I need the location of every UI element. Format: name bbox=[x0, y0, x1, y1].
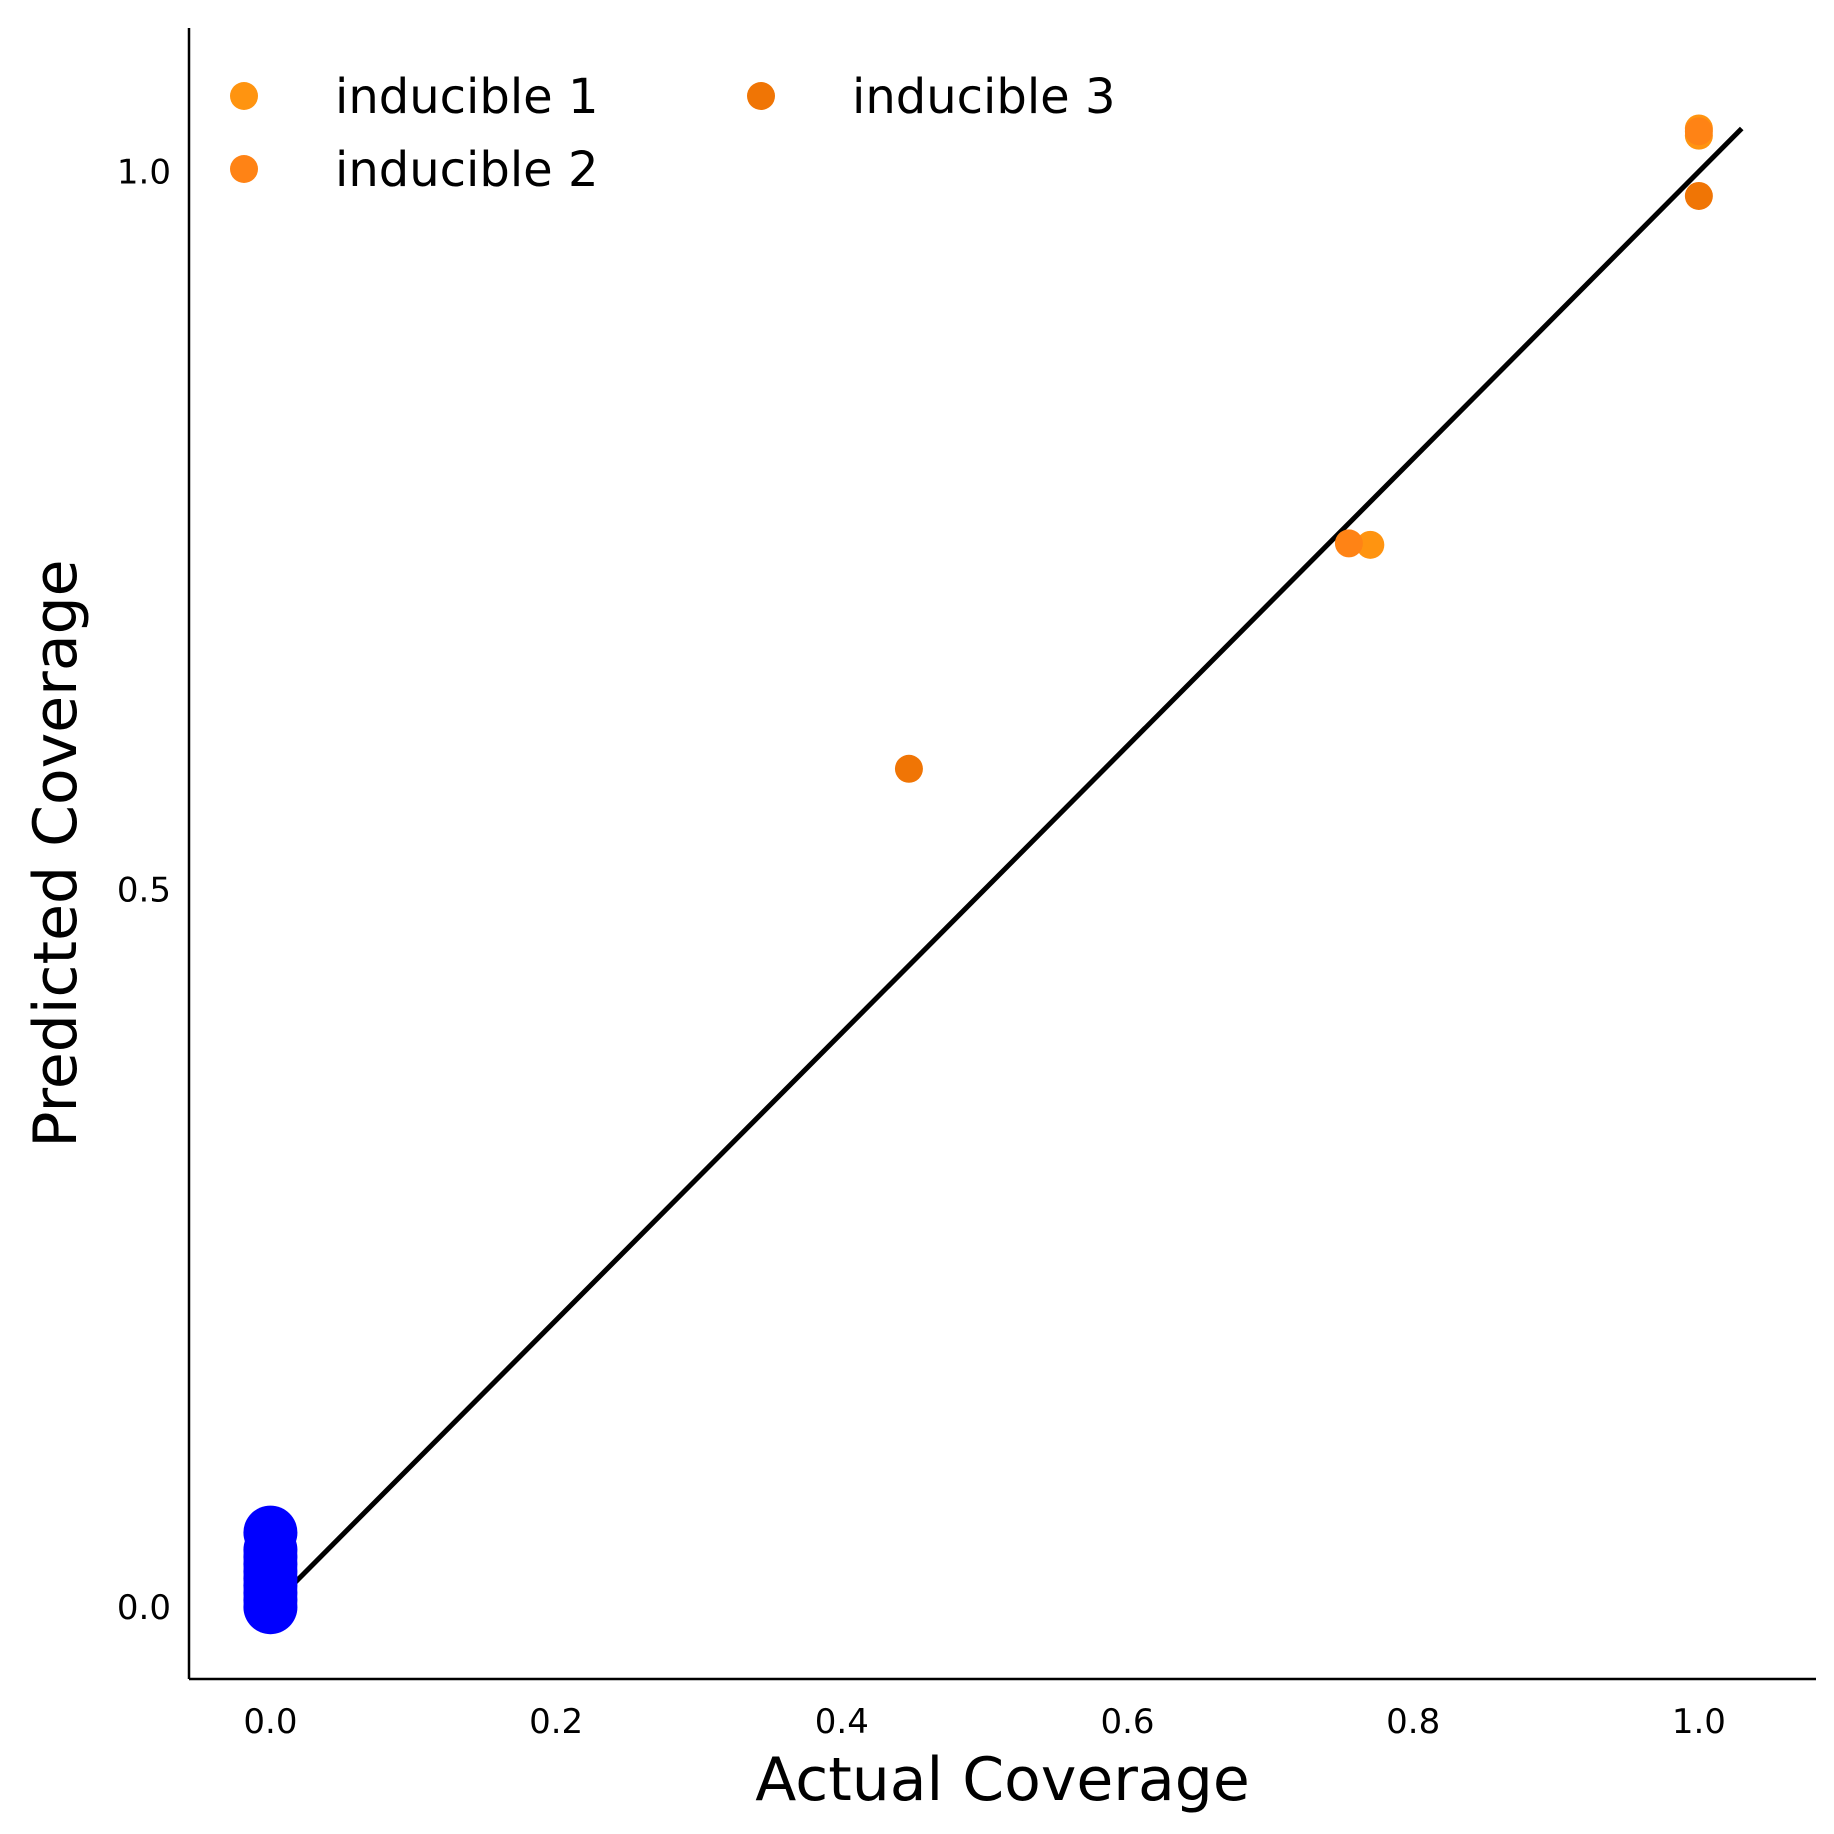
data-point-series-2 bbox=[894, 754, 923, 783]
y-tick-label: 0.0 bbox=[117, 1588, 171, 1628]
data-point-series-1 bbox=[1334, 529, 1363, 558]
legend-marker bbox=[230, 155, 258, 183]
marks-layer bbox=[243, 114, 1744, 1635]
legend-label: inducible 1 bbox=[335, 69, 599, 125]
legend-label: inducible 2 bbox=[335, 142, 599, 198]
x-axis-label: Actual Coverage bbox=[755, 1745, 1250, 1815]
x-tick-label: 0.2 bbox=[529, 1702, 583, 1742]
legend-marker bbox=[747, 82, 775, 110]
data-point-series-0 bbox=[1356, 530, 1385, 559]
axes-layer: 0.0 0.2 0.4 0.6 0.8 1.0 0.0 0.5 1.0 bbox=[117, 28, 1816, 1742]
x-tick-label: 0.6 bbox=[1100, 1702, 1154, 1742]
data-point-series-1 bbox=[1684, 117, 1713, 146]
x-tick-label: 0.4 bbox=[815, 1702, 869, 1742]
legend-label: inducible 3 bbox=[852, 69, 1116, 125]
x-tick-label: 0.8 bbox=[1386, 1702, 1440, 1742]
x-tick-label: 1.0 bbox=[1672, 1702, 1726, 1742]
reference-line bbox=[268, 126, 1744, 1609]
data-point-series-3 bbox=[243, 1505, 298, 1560]
y-axis-label: Predicted Coverage bbox=[21, 559, 91, 1147]
y-tick-label: 1.0 bbox=[117, 153, 171, 193]
legend-marker bbox=[230, 82, 258, 110]
y-tick-label: 0.5 bbox=[117, 870, 171, 910]
x-tick-label: 0.0 bbox=[243, 1702, 297, 1742]
data-point-series-2 bbox=[1684, 181, 1713, 210]
legend: inducible 1 inducible 2 inducible 3 bbox=[230, 69, 1116, 198]
